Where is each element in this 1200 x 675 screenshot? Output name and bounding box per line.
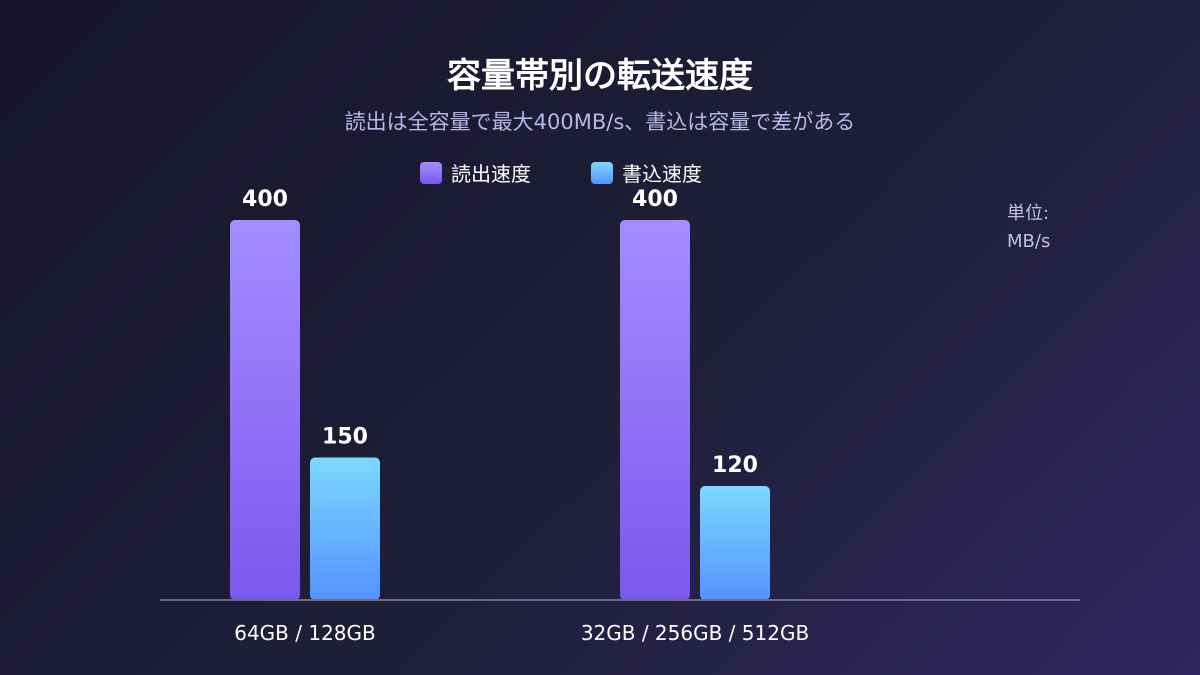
legend-item-write: 書込速度 xyxy=(591,158,702,187)
legend-label-read: 読出速度 xyxy=(451,162,531,186)
data-label-read-1: 400 xyxy=(632,187,678,212)
data-label-write-0: 150 xyxy=(322,425,368,450)
bar-write-1 xyxy=(700,486,770,600)
bar-write-0 xyxy=(310,457,380,600)
legend: 読出速度 書込速度 xyxy=(420,158,702,187)
data-label-write-1: 120 xyxy=(712,453,758,478)
x-tick-label-1: 32GB / 256GB / 512GB xyxy=(581,621,809,645)
data-label-read-0: 400 xyxy=(242,187,288,212)
legend-label-write: 書込速度 xyxy=(622,162,702,186)
legend-item-read: 読出速度 xyxy=(420,158,531,187)
bar-read-1 xyxy=(620,220,690,600)
x-tick-label-0: 64GB / 128GB xyxy=(234,621,376,645)
chart-subtitle: 読出は全容量で最大400MB/s、書込は容量で差がある xyxy=(344,110,856,134)
bar-read-0 xyxy=(230,220,300,600)
legend-swatch-read xyxy=(420,161,442,184)
legend-swatch-write xyxy=(591,161,613,184)
chart-title: 容量帯別の転送速度 xyxy=(447,56,753,96)
unit-label-line1: 単位: xyxy=(1007,203,1050,224)
unit-label: 単位: MB/s xyxy=(1007,200,1050,256)
unit-label-line2: MB/s xyxy=(1007,231,1051,252)
